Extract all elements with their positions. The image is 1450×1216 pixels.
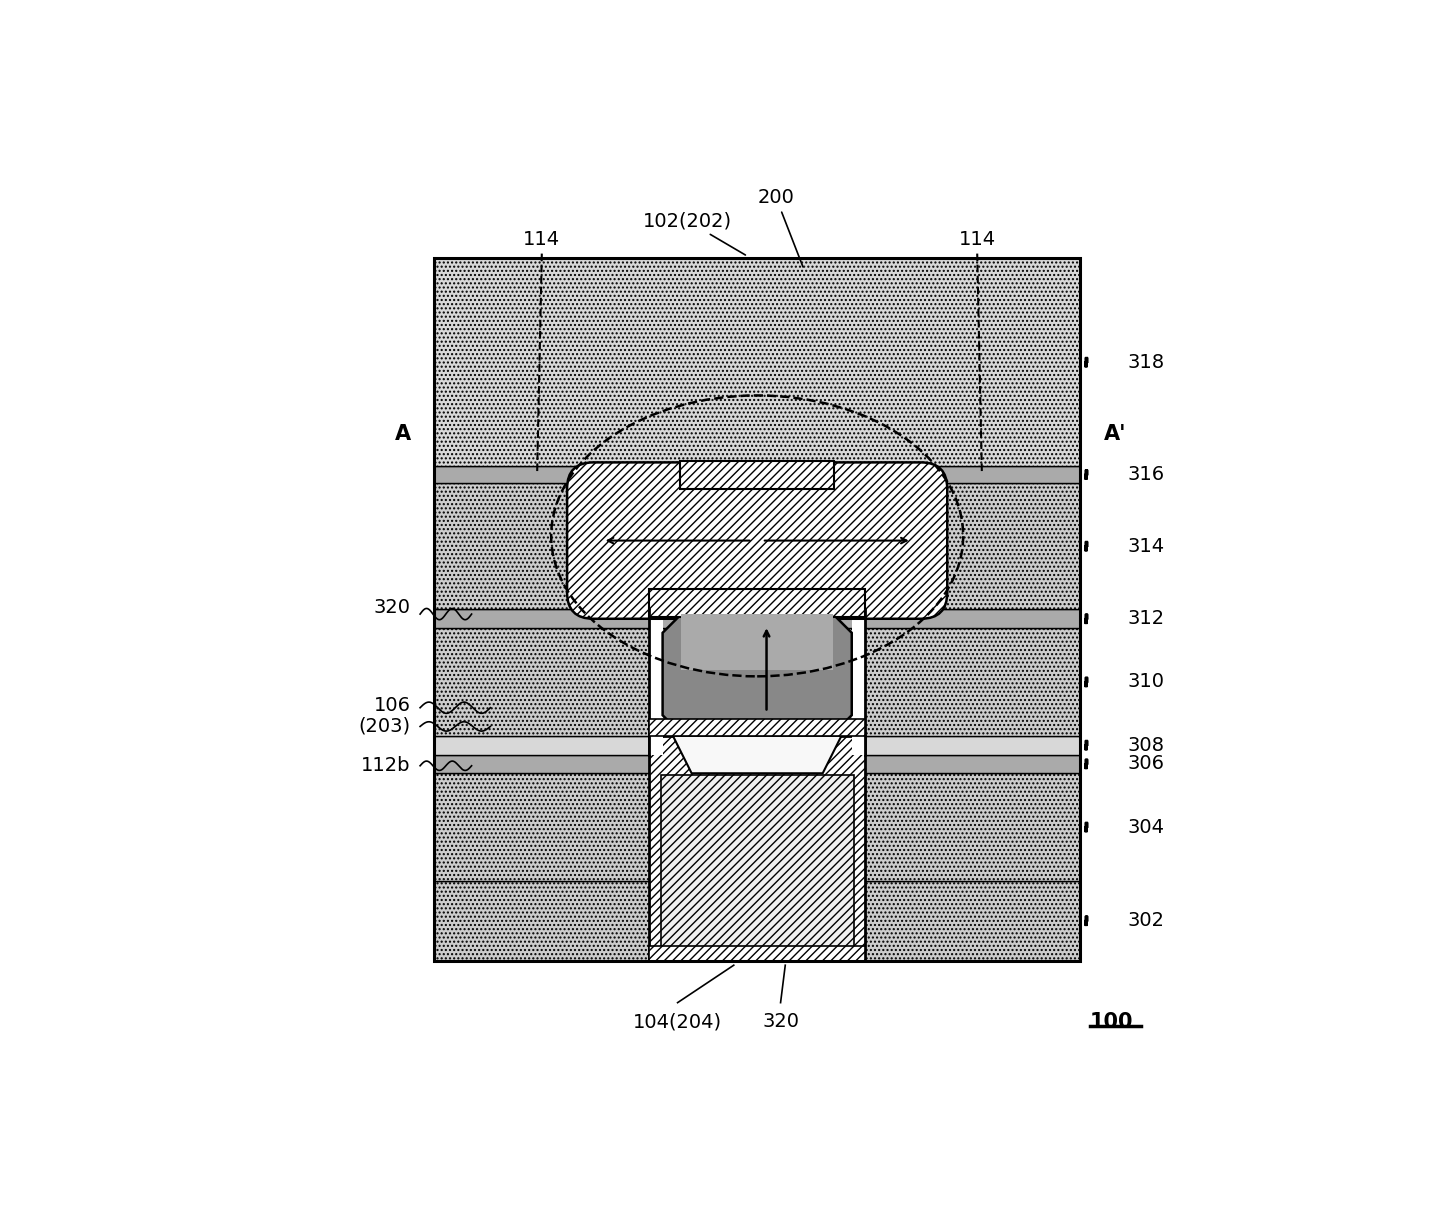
Text: A: A [394,424,410,444]
Text: A': A' [1103,424,1127,444]
Bar [650,609,663,754]
Bar [650,946,864,961]
Bar [680,461,834,489]
Bar [434,754,1080,773]
FancyBboxPatch shape [567,462,947,619]
Bar [434,483,1080,609]
Text: 320: 320 [763,1012,799,1031]
Text: 314: 314 [1127,536,1164,556]
Bar [851,609,864,754]
Bar [434,258,1080,961]
Text: 304: 304 [1127,817,1164,837]
Text: 308: 308 [1127,736,1164,755]
Bar [661,775,854,950]
Text: 112b: 112b [361,756,410,776]
Text: 320: 320 [374,598,410,617]
Text: 302: 302 [1127,911,1164,930]
Polygon shape [673,736,841,773]
Bar [650,589,864,617]
Text: 200: 200 [757,187,803,268]
Text: 312: 312 [1127,609,1164,629]
Text: 104(204): 104(204) [634,1012,722,1031]
Text: 310: 310 [1127,672,1164,692]
Text: (203): (203) [358,717,410,736]
Bar [650,719,864,736]
Bar [434,880,1080,961]
Text: 100: 100 [1089,1012,1132,1032]
Text: 114: 114 [958,230,996,249]
Bar [434,736,1080,754]
Bar [650,736,864,961]
Text: 316: 316 [1127,465,1164,484]
Polygon shape [682,614,832,670]
Text: 114: 114 [523,230,560,249]
Text: 102(202): 102(202) [642,212,745,255]
Text: 318: 318 [1127,353,1164,372]
Text: 306: 306 [1127,754,1164,773]
Polygon shape [663,614,851,734]
Bar [434,609,1080,629]
Bar [434,773,1080,880]
Bar [434,258,1080,466]
Text: 106: 106 [374,697,410,715]
Bar [434,629,1080,736]
Bar [434,466,1080,483]
